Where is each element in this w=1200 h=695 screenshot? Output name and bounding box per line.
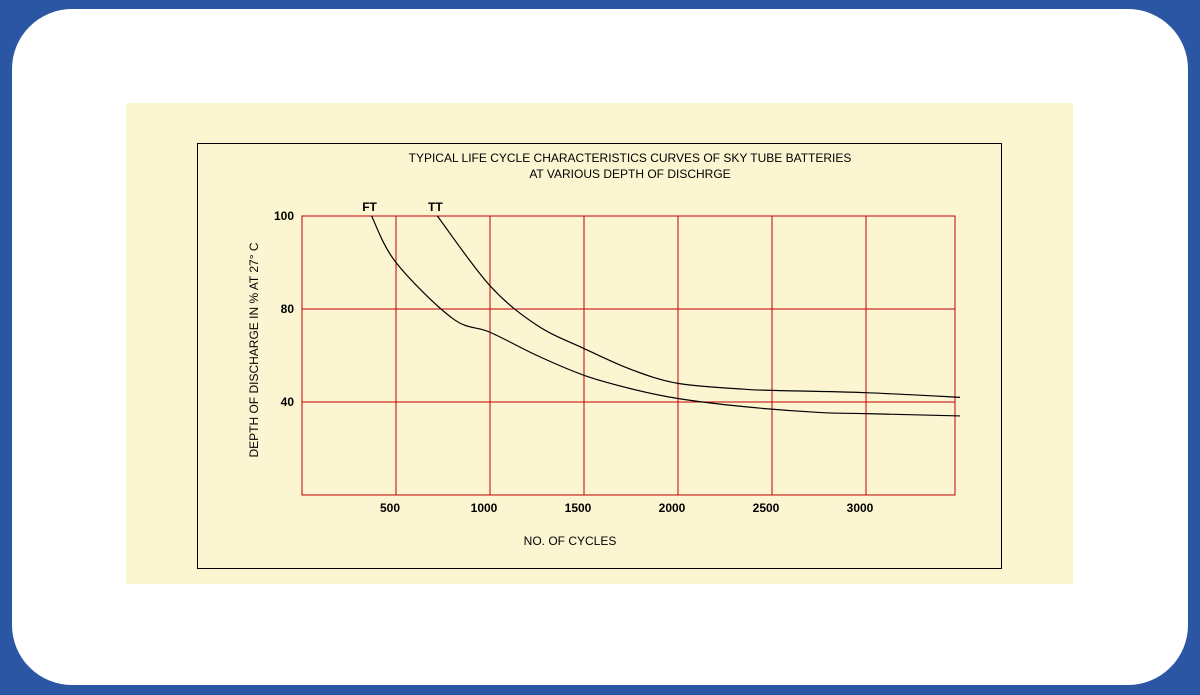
plot-border: [301, 215, 956, 496]
chart-title: TYPICAL LIFE CYCLE CHARACTERISTICS CURVE…: [408, 151, 852, 165]
y-tick-label: 80: [281, 302, 295, 316]
x-tick-label: 2500: [753, 501, 780, 515]
series-label-tt: TT: [428, 200, 443, 214]
x-tick-label: 500: [380, 501, 400, 515]
y-axis-label: DEPTH OF DISCHARGE IN % AT 27° C: [247, 242, 261, 458]
x-tick-label: 3000: [847, 501, 874, 515]
x-tick-label: 2000: [659, 501, 686, 515]
series-line-tt: [436, 215, 961, 398]
chart-panel: [126, 103, 1073, 584]
x-tick-label: 1500: [565, 501, 592, 515]
chart-frame: [197, 143, 1002, 569]
x-tick-label: 1000: [471, 501, 498, 515]
series-line-ft: [371, 215, 961, 417]
y-tick-label: 100: [274, 209, 294, 223]
x-axis-label: NO. OF CYCLES: [523, 534, 617, 548]
y-tick-label: 40: [281, 395, 295, 409]
chart-subtitle: AT VARIOUS DEPTH OF DISCHRGE: [529, 167, 731, 181]
series-label-ft: FT: [362, 200, 377, 214]
